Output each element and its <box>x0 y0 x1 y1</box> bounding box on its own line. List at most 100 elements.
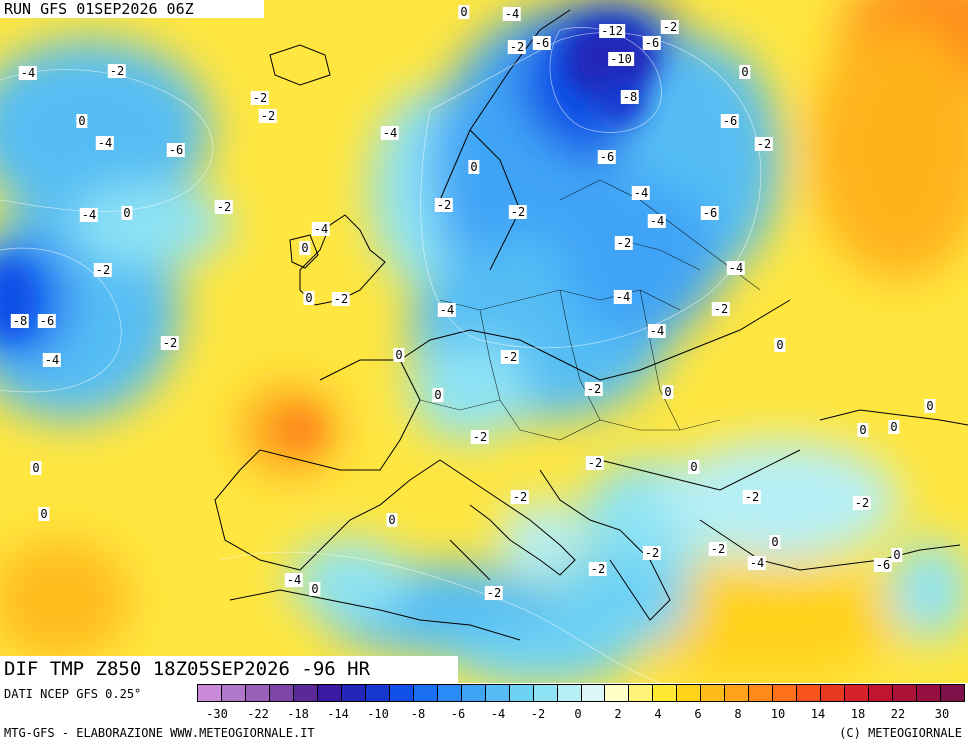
anomaly-value-label: -10 <box>608 52 634 66</box>
anomaly-value-label: -2 <box>642 546 662 560</box>
anomaly-value-label: -4 <box>747 556 767 570</box>
legend-swatch <box>533 685 558 701</box>
anomaly-value-label: -4 <box>284 573 304 587</box>
legend-swatch <box>701 685 726 701</box>
anomaly-value-label: -2 <box>507 40 527 54</box>
anomaly-value-label: -2 <box>508 205 528 219</box>
anomaly-value-label: -2 <box>434 198 454 212</box>
footer: DATI NCEP GFS 0.25° -30 -22 -18 -14 -10 -8 -6-… <box>0 683 968 745</box>
legend-tick: 30 <box>934 707 950 721</box>
anomaly-value-label: -2 <box>214 200 234 214</box>
legend-swatch <box>677 685 702 701</box>
legend-swatch <box>725 685 750 701</box>
anomaly-value-label: 0 <box>888 420 900 434</box>
anomaly-value-label: -4 <box>502 7 522 21</box>
legend-swatch <box>629 685 654 701</box>
legend-swatch <box>317 685 342 701</box>
anomaly-value-label: -2 <box>584 382 604 396</box>
anomaly-value-label: 0 <box>38 507 50 521</box>
anomaly-value-label: 0 <box>458 5 470 19</box>
legend-swatch <box>221 685 246 701</box>
anomaly-value-label: -2 <box>250 91 270 105</box>
anomaly-value-label: 0 <box>688 460 700 474</box>
legend-tick: 22 <box>890 707 906 721</box>
anomaly-value-label: -2 <box>711 302 731 316</box>
legend-tick: 0 <box>574 707 582 721</box>
anomaly-value-label: -12 <box>599 24 625 38</box>
anomaly-value-label: -2 <box>93 263 113 277</box>
anomaly-value-label: 0 <box>891 548 903 562</box>
legend-swatch <box>269 685 294 701</box>
anomaly-value-label: -2 <box>585 456 605 470</box>
credits-right: (C) METEOGIORNALE <box>839 726 962 740</box>
anomaly-value-label: -2 <box>510 490 530 504</box>
anomaly-value-label: -4 <box>726 261 746 275</box>
anomaly-value-label: 0 <box>299 241 311 255</box>
legend-tick: -22 <box>247 707 269 721</box>
legend-swatch <box>797 685 822 701</box>
color-legend <box>197 684 965 702</box>
legend-tick: -18 <box>287 707 309 721</box>
map-area: RUN GFS 01SEP2026 06Z 0 -4 -12 -2 -2 -6 -6 -4 -2… <box>0 0 968 683</box>
anomaly-value-label: 0 <box>662 385 674 399</box>
anomaly-value-label: -6 <box>597 150 617 164</box>
anomaly-value-label: -6 <box>700 206 720 220</box>
anomaly-value-label: 0 <box>76 114 88 128</box>
legend-swatch <box>341 685 366 701</box>
anomaly-value-label: -6 <box>720 114 740 128</box>
anomaly-value-label: 0 <box>769 535 781 549</box>
anomaly-value-label: 0 <box>924 399 936 413</box>
anomaly-value-label: -4 <box>95 136 115 150</box>
anomaly-value-label: 0 <box>303 291 315 305</box>
anomaly-value-label: -2 <box>160 336 180 350</box>
legend-swatch <box>437 685 462 701</box>
legend-swatch <box>749 685 774 701</box>
anomaly-value-label: -2 <box>614 236 634 250</box>
anomaly-value-label: 0 <box>386 513 398 527</box>
anomaly-value-label: -4 <box>613 290 633 304</box>
legend-swatch <box>941 685 964 701</box>
legend-swatch <box>198 685 222 701</box>
anomaly-value-label: -4 <box>42 353 62 367</box>
anomaly-value-label: 0 <box>432 388 444 402</box>
legend-swatch <box>557 685 582 701</box>
anomaly-value-label: 0 <box>393 348 405 362</box>
anomaly-value-label: -6 <box>37 314 57 328</box>
legend-tick: 4 <box>654 707 662 721</box>
anomaly-value-label: -4 <box>18 66 38 80</box>
legend-swatch <box>245 685 270 701</box>
legend-swatch <box>605 685 630 701</box>
anomaly-map <box>0 0 968 683</box>
anomaly-value-label: -2 <box>331 292 351 306</box>
anomaly-value-label: 0 <box>468 160 480 174</box>
legend-swatch <box>413 685 438 701</box>
contour-lines <box>0 27 762 683</box>
anomaly-value-label: 0 <box>739 65 751 79</box>
anomaly-value-label: -6 <box>166 143 186 157</box>
map-title: DIF TMP Z850 18Z05SEP2026 -96 HR <box>0 656 458 683</box>
anomaly-value-label: -2 <box>708 542 728 556</box>
anomaly-value-label: -4 <box>647 214 667 228</box>
anomaly-value-label: -4 <box>631 186 651 200</box>
anomaly-value-label: -4 <box>647 324 667 338</box>
legend-tick: 18 <box>850 707 866 721</box>
legend-tick: -8 <box>410 707 426 721</box>
anomaly-value-label: -6 <box>873 558 893 572</box>
legend-swatch <box>869 685 894 701</box>
legend-swatch <box>893 685 918 701</box>
political-borders <box>419 179 761 441</box>
legend-tick: -10 <box>367 707 389 721</box>
anomaly-value-label: 0 <box>857 423 869 437</box>
anomaly-value-label: 0 <box>774 338 786 352</box>
anomaly-value-label: -2 <box>258 109 278 123</box>
anomaly-value-label: -6 <box>642 36 662 50</box>
legend-swatch <box>365 685 390 701</box>
legend-tick: -6 <box>450 707 466 721</box>
legend-tick: -4 <box>490 707 506 721</box>
anomaly-value-label: -8 <box>620 90 640 104</box>
credits-left: MTG-GFS - ELABORAZIONE WWW.METEOGIORNALE… <box>4 726 315 740</box>
legend-swatch <box>653 685 678 701</box>
legend-swatch <box>581 685 606 701</box>
anomaly-value-label: -4 <box>79 208 99 222</box>
legend-swatch <box>509 685 534 701</box>
